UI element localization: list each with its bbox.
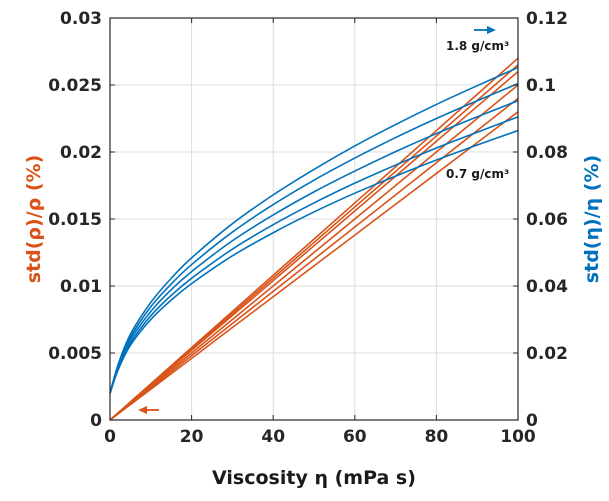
left-series-line-3	[109, 70, 519, 421]
left-y-tick-label: 0.03	[60, 9, 102, 29]
left-y-tick-label: 0.005	[48, 344, 102, 364]
right-axis-series	[109, 66, 519, 394]
left-y-tick-label: 0.015	[48, 210, 102, 230]
right-axis-arrow-icon	[474, 26, 496, 34]
axis-ticks	[109, 17, 519, 421]
right-y-tick-label: 0	[526, 411, 538, 431]
x-tick-label: 40	[261, 427, 285, 447]
right-y-tick-label: 0.1	[526, 76, 556, 96]
left-y-tick-label: 0.02	[60, 143, 102, 163]
right-series-line-1	[109, 66, 519, 394]
arrow-head	[487, 26, 496, 34]
x-tick-label: 60	[343, 427, 367, 447]
left-series-line-5	[109, 97, 519, 421]
x-tick-label: 100	[500, 427, 536, 447]
x-tick-label: 20	[180, 427, 204, 447]
left-y-axis-label: std(ρ)/ρ (%)	[23, 155, 45, 284]
x-tick-label: 0	[104, 427, 116, 447]
density-annotation-top: 1.8 g/cm³	[446, 39, 509, 53]
right-y-tick-label: 0.12	[526, 9, 568, 29]
x-tick-label: 80	[425, 427, 449, 447]
right-y-tick-label: 0.04	[526, 277, 568, 297]
right-y-tick-label: 0.08	[526, 143, 568, 163]
left-y-tick-label: 0.025	[48, 76, 102, 96]
left-axis-arrow-icon	[138, 406, 159, 414]
right-y-tick-label: 0.02	[526, 344, 568, 364]
left-y-tick-label: 0	[90, 411, 102, 431]
arrow-head	[138, 406, 147, 414]
left-axis-series	[109, 57, 519, 421]
right-y-axis-label: std(η)/η (%)	[581, 155, 603, 283]
right-y-tick-label: 0.06	[526, 210, 568, 230]
density-annotation-bottom: 0.7 g/cm³	[446, 167, 509, 181]
x-axis-label: Viscosity η (mPa s)	[212, 467, 416, 489]
right-series-line-4	[109, 116, 519, 394]
right-series-line-3	[109, 100, 519, 394]
left-y-tick-label: 0.01	[60, 277, 102, 297]
left-series-line-6	[109, 111, 519, 421]
right-series-line-5	[109, 129, 519, 394]
left-series-line-4	[109, 84, 519, 421]
right-series-line-2	[109, 82, 519, 394]
grid-lines	[109, 17, 519, 421]
